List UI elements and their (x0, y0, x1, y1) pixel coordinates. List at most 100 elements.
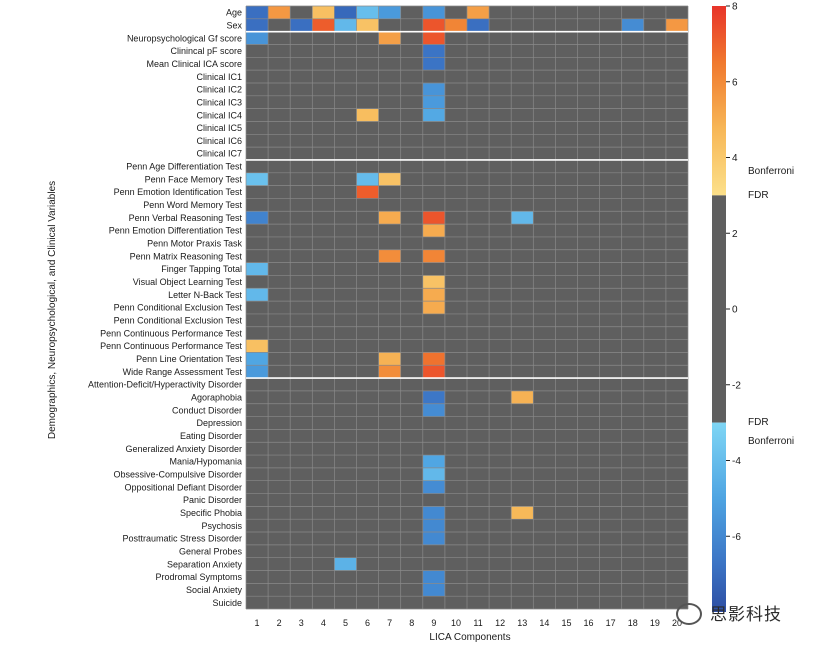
column-tick-label: 11 (473, 618, 482, 628)
row-label: Clinical IC6 (196, 136, 242, 146)
row-label: Age (226, 8, 242, 18)
column-tick-label: 14 (539, 618, 549, 628)
heatmap-cell (422, 31, 445, 45)
row-label: Clinical IC2 (196, 85, 242, 95)
row-label: Penn Conditional Exclusion Test (114, 316, 243, 326)
heatmap-cell (356, 172, 379, 186)
row-label: Neuropsychological Gf score (127, 33, 242, 43)
heatmap-cell (422, 288, 445, 302)
row-label: Oppositional Defiant Disorder (124, 482, 242, 492)
heatmap-cell (334, 557, 357, 571)
heatmap-cell (422, 365, 445, 379)
row-label: Penn Verbal Reasoning Test (129, 213, 243, 223)
heatmap-cell (378, 6, 401, 19)
column-tick-label: 8 (409, 618, 414, 628)
heatmap-cell (356, 185, 379, 199)
colorbar-tick-label: -6 (732, 532, 741, 543)
row-label: Prodromal Symptoms (155, 572, 242, 582)
row-label: Conduct Disorder (172, 405, 242, 415)
row-label: Eating Disorder (180, 431, 242, 441)
column-tick-label: 15 (561, 618, 571, 628)
heatmap-cell (246, 365, 269, 379)
heatmap-cell (665, 18, 688, 32)
heatmap-cell (334, 18, 357, 32)
heatmap-cell (246, 6, 269, 19)
column-tick-label: 7 (387, 618, 392, 628)
heatmap-cell (246, 31, 269, 45)
colorbar-upper-fdr-label: FDR (748, 190, 769, 201)
heatmap-cell (246, 262, 269, 276)
row-label: Penn Age Differentiation Test (126, 162, 242, 172)
heatmap-cell (422, 44, 445, 58)
heatmap-cell (444, 18, 467, 32)
heatmap-cell (378, 365, 401, 379)
row-label: Clinical IC3 (196, 97, 242, 107)
heatmap-grid (245, 5, 689, 610)
row-label: Penn Word Memory Test (143, 200, 242, 210)
heatmap-cell (467, 6, 490, 19)
heatmap-cell (511, 506, 534, 520)
colorbar-tick-label: -4 (732, 456, 741, 467)
colorbar-tick-label: 2 (732, 229, 738, 240)
row-label: Agoraphobia (191, 393, 242, 403)
column-tick-label: 10 (451, 618, 461, 628)
column-tick-label: 20 (672, 618, 682, 628)
heatmap-cell (511, 390, 534, 404)
heatmap-cell (422, 583, 445, 597)
heatmap-cell (246, 339, 269, 353)
column-tick-label: 16 (584, 618, 594, 628)
row-label: Penn Continuous Performance Test (100, 328, 242, 338)
heatmap-cell (422, 82, 445, 96)
row-label: Obsessive-Compulsive Disorder (113, 469, 242, 479)
heatmap-cell (422, 108, 445, 122)
heatmap-cell (422, 390, 445, 404)
row-label: Clinical IC5 (196, 123, 242, 133)
heatmap-cell (356, 18, 379, 32)
colorbar-tick-label: 8 (732, 2, 738, 13)
column-tick-label: 4 (321, 618, 326, 628)
colorbar-upper-bonferroni-label: Bonferroni (748, 166, 794, 177)
heatmap-cell (378, 249, 401, 263)
heatmap-cell (422, 301, 445, 314)
heatmap-cell (246, 18, 269, 32)
row-label: Finger Tapping Total (161, 264, 242, 274)
heatmap-cell (422, 506, 445, 520)
heatmap-cell (422, 249, 445, 263)
row-label: Clinical IC7 (196, 149, 242, 159)
heatmap-cell (356, 6, 379, 19)
row-labels: Age Sex Neuropsychological Gf score Clininc… (88, 8, 243, 608)
row-label: Mean Clinical ICA score (146, 59, 242, 69)
heatmap-cell (467, 18, 490, 32)
row-label: Attention-Deficit/Hyperactivity Disorder (88, 380, 242, 390)
heatmap-cell (246, 352, 269, 366)
row-label: Social Anxiety (186, 585, 243, 595)
heatmap-cell (422, 467, 445, 481)
heatmap-cell (312, 6, 335, 19)
heatmap-cell (422, 6, 445, 19)
row-label: Penn Motor Praxis Task (147, 239, 242, 249)
heatmap-cell (422, 519, 445, 533)
column-tick-label: 1 (255, 618, 260, 628)
row-label: Clinical IC1 (196, 72, 242, 82)
row-label: Panic Disorder (183, 495, 242, 505)
heatmap-cell (621, 18, 644, 32)
heatmap-cell (378, 352, 401, 366)
x-axis-title: LICA Components (429, 632, 510, 643)
row-label: General Probes (179, 546, 243, 556)
colorbar: 8 6 4 2 0 -2 -4 -6 Bonferroni FDR FDR Bonferroni (712, 2, 794, 612)
heatmap-cell (511, 211, 534, 225)
row-label: Penn Line Orientation Test (136, 354, 242, 364)
column-tick-label: 6 (365, 618, 370, 628)
heatmap-cell (422, 224, 445, 237)
row-label: Penn Emotion Differentiation Test (109, 226, 243, 236)
heatmap-cell (356, 108, 379, 122)
heatmap-cell (246, 211, 269, 225)
colorbar-tick-label: -2 (732, 380, 741, 391)
row-label: Specific Phobia (180, 508, 242, 518)
row-label: Letter N-Back Test (168, 290, 242, 300)
heatmap-cell (246, 288, 269, 302)
column-tick-label: 19 (650, 618, 660, 628)
heatmap-cell (422, 352, 445, 366)
heatmap-cell (422, 403, 445, 417)
watermark-text: 思影科技 (710, 605, 782, 625)
